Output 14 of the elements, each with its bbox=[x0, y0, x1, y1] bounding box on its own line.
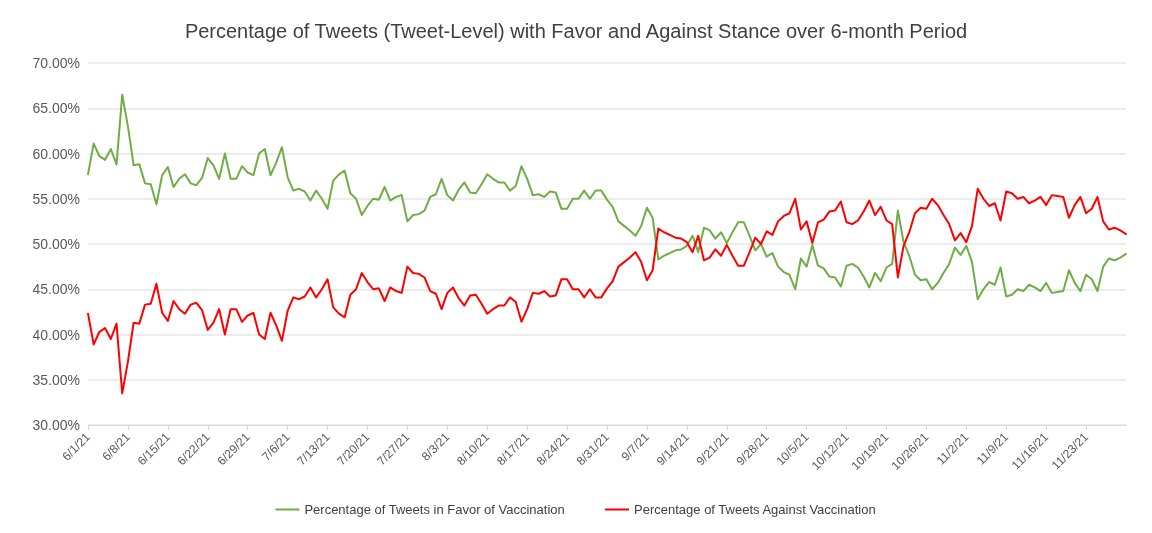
y-tick-label: 65.00% bbox=[32, 100, 80, 117]
y-tick-label: 30.00% bbox=[32, 417, 80, 433]
y-tick-label: 35.00% bbox=[32, 371, 80, 388]
y-tick-label: 60.00% bbox=[32, 145, 80, 162]
line-series bbox=[87, 187, 1127, 395]
legend-label: Percentage of Tweets Against Vaccination bbox=[634, 502, 876, 517]
y-tick-label: 70.00% bbox=[32, 55, 80, 71]
y-tick-label: 55.00% bbox=[32, 190, 80, 207]
legend-label: Percentage of Tweets in Favor of Vaccination bbox=[304, 502, 565, 517]
y-tick-label: 50.00% bbox=[32, 236, 80, 252]
chart-title: Percentage of Tweets (Tweet-Level) with Favor and Against Stance over 6-month Period bbox=[184, 20, 968, 42]
y-tick-label: 45.00% bbox=[32, 281, 80, 298]
y-tick-label: 40.00% bbox=[32, 326, 80, 343]
line-series bbox=[87, 93, 1127, 301]
